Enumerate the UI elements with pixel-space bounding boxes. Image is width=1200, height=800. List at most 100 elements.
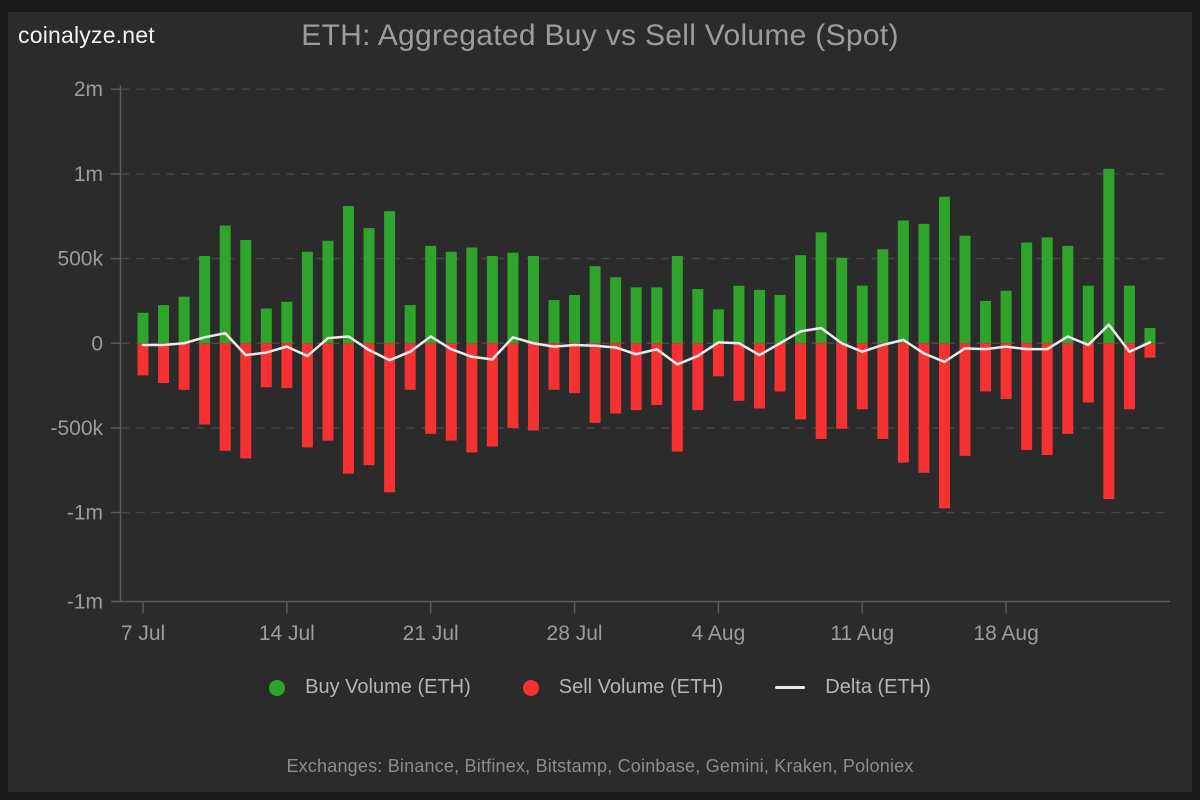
sell-bar[interactable] — [240, 343, 252, 459]
sell-bar[interactable] — [877, 343, 889, 439]
buy-bar[interactable] — [1103, 168, 1115, 344]
buy-bar[interactable] — [569, 294, 581, 344]
buy-bar[interactable] — [774, 294, 786, 344]
legend-item-delta[interactable]: Delta (ETH) — [775, 676, 931, 699]
sell-bar[interactable] — [630, 343, 642, 411]
buy-bar[interactable] — [260, 308, 272, 344]
legend-item-sell[interactable]: Sell Volume (ETH) — [522, 676, 723, 699]
buy-bar[interactable] — [301, 251, 313, 344]
buy-bar[interactable] — [158, 305, 170, 344]
buy-bar[interactable] — [980, 300, 992, 344]
logo[interactable]: coinalyze.net — [18, 22, 155, 48]
buy-bar[interactable] — [548, 300, 560, 344]
delta-line[interactable] — [141, 323, 1152, 366]
sell-bar[interactable] — [980, 343, 992, 392]
buy-bar[interactable] — [466, 247, 478, 344]
buy-bar[interactable] — [486, 256, 498, 344]
buy-bar[interactable] — [384, 211, 396, 344]
sell-bar[interactable] — [856, 343, 868, 410]
sell-bar[interactable] — [1000, 343, 1012, 400]
sell-bar[interactable] — [445, 343, 457, 441]
sell-bar[interactable] — [774, 343, 786, 392]
sell-bar[interactable] — [486, 343, 498, 447]
buy-bar[interactable] — [527, 256, 539, 344]
sell-bar[interactable] — [363, 343, 375, 466]
sell-bar[interactable] — [137, 343, 149, 376]
sell-bar[interactable] — [918, 343, 930, 473]
buy-bar[interactable] — [795, 255, 807, 344]
buy-bar[interactable] — [281, 301, 293, 344]
sell-bar[interactable] — [343, 343, 354, 474]
sell-bar[interactable] — [671, 343, 683, 452]
buy-bar[interactable] — [199, 256, 211, 344]
buy-bar[interactable] — [507, 252, 519, 344]
sell-bar[interactable] — [507, 343, 519, 428]
sell-bar[interactable] — [815, 343, 827, 439]
sell-bar[interactable] — [178, 343, 190, 390]
buy-bar[interactable] — [712, 309, 724, 344]
sell-bar[interactable] — [301, 343, 313, 448]
sell-bar[interactable] — [589, 343, 601, 423]
buy-bar[interactable] — [1062, 245, 1074, 344]
sell-bar[interactable] — [1103, 343, 1115, 500]
buy-bar[interactable] — [343, 206, 354, 344]
buy-bar[interactable] — [692, 289, 704, 344]
buy-bar[interactable] — [610, 277, 622, 344]
buy-bar[interactable] — [897, 220, 909, 344]
buy-bar[interactable] — [589, 266, 601, 344]
sell-bar[interactable] — [1041, 343, 1053, 456]
sell-bar[interactable] — [754, 343, 765, 409]
sell-bar[interactable] — [1123, 343, 1135, 410]
buy-bar[interactable] — [178, 296, 190, 344]
buy-bar[interactable] — [630, 287, 642, 344]
buy-bar[interactable] — [754, 289, 765, 344]
buy-bar[interactable] — [836, 257, 848, 344]
sell-bar[interactable] — [466, 343, 478, 453]
sell-bar[interactable] — [548, 343, 560, 390]
sell-bar[interactable] — [897, 343, 909, 463]
sell-bar[interactable] — [384, 343, 396, 493]
buy-bar[interactable] — [1041, 237, 1053, 344]
buy-bar[interactable] — [363, 228, 375, 344]
sell-bar[interactable] — [425, 343, 437, 434]
sell-bar[interactable] — [938, 343, 950, 509]
buy-bar[interactable] — [959, 235, 971, 344]
buy-bar[interactable] — [938, 196, 950, 344]
buy-bar[interactable] — [137, 312, 149, 344]
sell-bar[interactable] — [158, 343, 170, 384]
sell-bar[interactable] — [404, 343, 416, 390]
buy-bar[interactable] — [1123, 285, 1135, 344]
buy-bar[interactable] — [856, 285, 868, 344]
buy-bar[interactable] — [733, 285, 745, 344]
sell-bar[interactable] — [1082, 343, 1094, 403]
buy-bar[interactable] — [425, 245, 437, 344]
buy-bar[interactable] — [671, 256, 683, 344]
sell-bar[interactable] — [610, 343, 622, 414]
buy-bar[interactable] — [404, 305, 416, 344]
buy-bar[interactable] — [219, 225, 231, 344]
buy-bar[interactable] — [240, 239, 252, 344]
buy-bar[interactable] — [815, 232, 827, 344]
sell-bar[interactable] — [281, 343, 293, 389]
sell-bar[interactable] — [795, 343, 807, 420]
sell-bar[interactable] — [836, 343, 848, 429]
sell-bar[interactable] — [527, 343, 539, 431]
buy-bar[interactable] — [1082, 285, 1094, 344]
sell-bar[interactable] — [569, 343, 581, 394]
buy-bar[interactable] — [1021, 242, 1033, 344]
sell-bar[interactable] — [1021, 343, 1033, 450]
buy-bar[interactable] — [1144, 328, 1156, 344]
buy-bar[interactable] — [1000, 290, 1012, 344]
sell-bar[interactable] — [712, 343, 724, 377]
buy-bar[interactable] — [918, 223, 930, 344]
sell-bar[interactable] — [651, 343, 663, 406]
buy-bar[interactable] — [651, 287, 663, 344]
buy-bar[interactable] — [877, 249, 889, 344]
buy-bar[interactable] — [322, 240, 334, 344]
sell-bar[interactable] — [733, 343, 745, 401]
sell-bar[interactable] — [260, 343, 272, 388]
sell-bar[interactable] — [219, 343, 231, 451]
sell-bar[interactable] — [1062, 343, 1074, 434]
sell-bar[interactable] — [959, 343, 971, 456]
buy-bar[interactable] — [445, 251, 457, 344]
